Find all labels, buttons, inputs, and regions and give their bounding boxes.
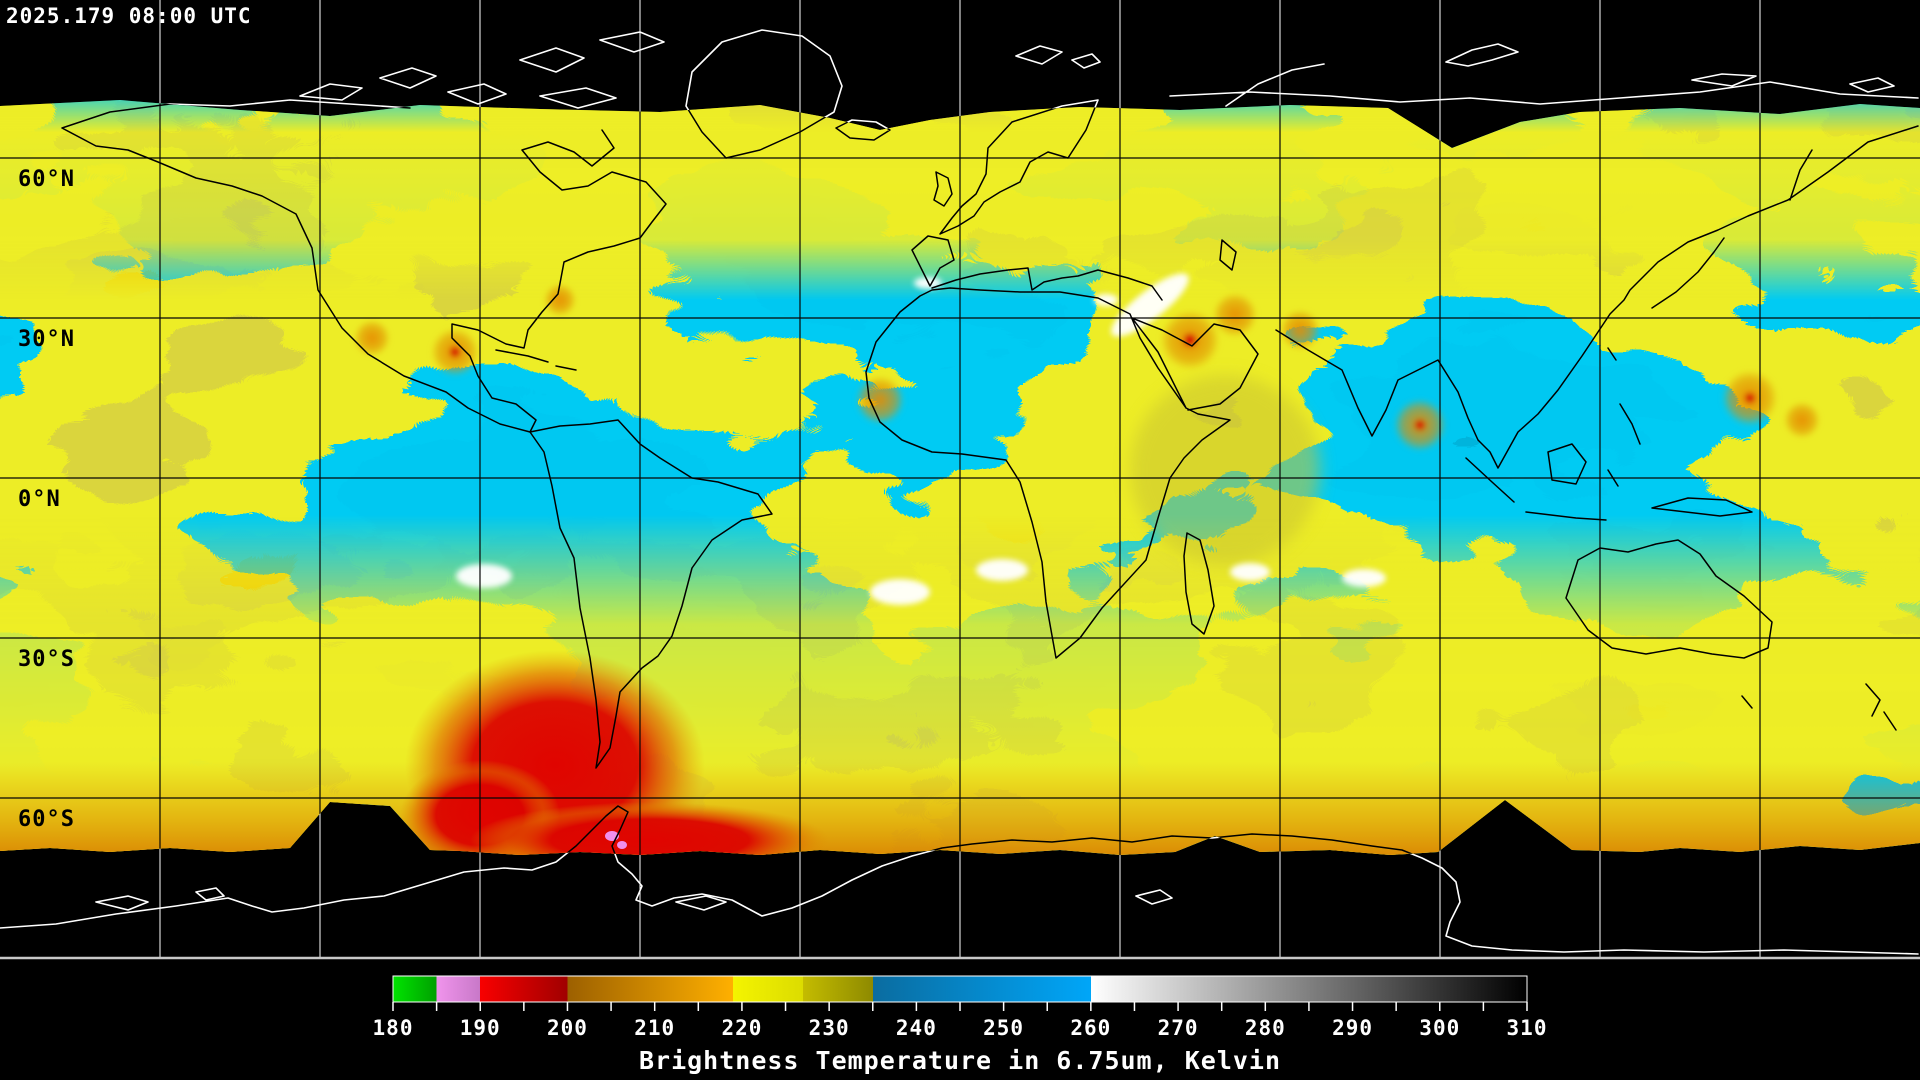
colorbar-tick-label: 190 (460, 1016, 501, 1040)
lat-label-30n: 30°N (18, 327, 75, 352)
lat-label-30s: 30°S (18, 647, 75, 672)
colorbar: 180 190 200 210 220 230 240 250 260 270 280 290 300 3… (373, 975, 1548, 1075)
colorbar-tick-label: 220 (721, 1016, 762, 1040)
colorbar-tick-label: 310 (1507, 1016, 1548, 1040)
lat-label-60s: 60°S (18, 807, 75, 832)
colorbar-tick-label: 200 (547, 1016, 588, 1040)
colorbar-tick-label: 230 (809, 1016, 850, 1040)
colorbar-tick-label: 280 (1245, 1016, 1286, 1040)
lat-label-0n: 0°N (18, 487, 61, 512)
colorbar-tick-label: 250 (983, 1016, 1024, 1040)
colorbar-tick-label: 260 (1070, 1016, 1111, 1040)
colorbar-tick-label: 300 (1419, 1016, 1460, 1040)
graticule-over-data (0, 0, 1920, 958)
convective-clusters (354, 284, 1820, 451)
colorbar-tick-label: 210 (634, 1016, 675, 1040)
lat-label-60n: 60°N (18, 167, 75, 192)
limb-disc-artifact (1130, 375, 1320, 565)
colorbar-tick-label: 270 (1158, 1016, 1199, 1040)
colorbar-caption: Brightness Temperature in 6.75um, Kelvin (639, 1046, 1281, 1075)
colorbar-ticks (392, 1002, 1528, 1011)
colorbar-tick-label: 180 (373, 1016, 414, 1040)
coldest-violet-pixel (617, 841, 627, 849)
colorbar-gradient-bar (392, 975, 1528, 1003)
warm-white-patches (456, 273, 1386, 605)
colorbar-tick-labels: 180 190 200 210 220 230 240 250 260 270 280 290 300 3… (373, 1016, 1548, 1040)
colorbar-tick-label: 290 (1332, 1016, 1373, 1040)
colorbar-tick-label: 240 (896, 1016, 937, 1040)
timestamp-label: 2025.179 08:00 UTC (6, 4, 252, 28)
